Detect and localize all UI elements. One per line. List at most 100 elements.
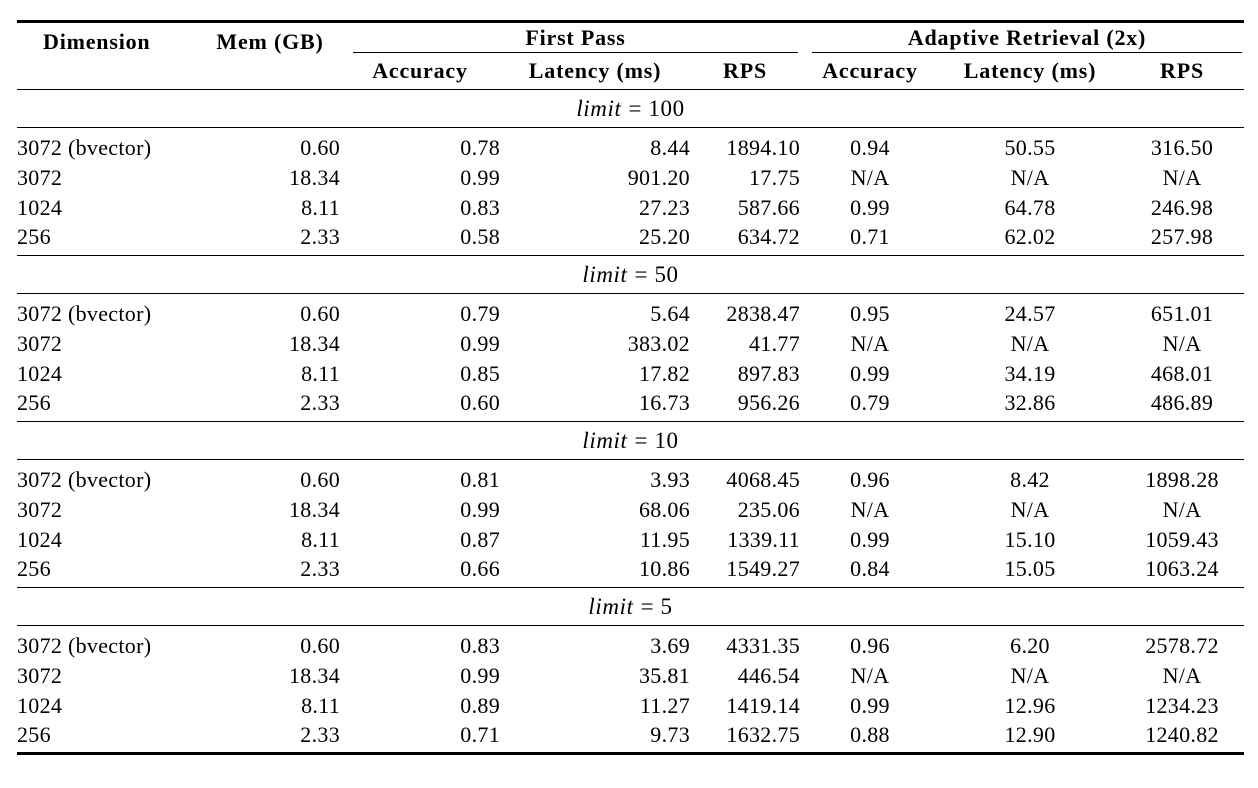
metric-value-cell: N/A xyxy=(850,164,890,190)
table-row: 3072 18.34 0.99 383.02 41.77 N/A N/A N/A xyxy=(17,329,1244,359)
table-row: 3072 (bvector) 0.60 0.78 8.44 1894.10 0.94 50.… xyxy=(17,128,1244,163)
metric-value-cell: 68.06 xyxy=(639,496,690,522)
col-header-ar-latency: Latency (ms) xyxy=(940,52,1120,90)
dimension-cell: 3072 (bvector) xyxy=(17,632,152,658)
metric-value-cell: 18.34 xyxy=(289,662,340,688)
metric-value-cell: 2838.47 xyxy=(726,300,800,326)
dimension-cell: 3072 (bvector) xyxy=(17,134,152,160)
metric-value-cell: 8.44 xyxy=(650,134,690,160)
limit-value: = 50 xyxy=(634,262,679,287)
metric-value-cell: 18.34 xyxy=(289,496,340,522)
metric-value-cell: 0.85 xyxy=(460,360,500,386)
metric-value-cell: N/A xyxy=(850,496,890,522)
metric-value-cell: 0.96 xyxy=(850,466,890,492)
metric-value-cell: 1894.10 xyxy=(726,134,800,160)
metric-value-cell: 1898.28 xyxy=(1145,466,1219,492)
dimension-cell: 1024 xyxy=(17,692,63,718)
metric-value-cell: 0.60 xyxy=(460,390,500,416)
dimension-cell: 3072 (bvector) xyxy=(17,466,152,492)
metric-value-cell: 0.81 xyxy=(460,466,500,492)
metric-value-cell: 0.88 xyxy=(850,721,890,747)
col-header-fp-rps: RPS xyxy=(690,52,800,90)
group-header-adaptive-retrieval: Adaptive Retrieval (2x) xyxy=(800,22,1244,53)
dimension-cell: 256 xyxy=(17,556,51,582)
metric-value-cell: 2.33 xyxy=(300,721,340,747)
metric-value-cell: 0.60 xyxy=(300,632,340,658)
table-row: 256 2.33 0.66 10.86 1549.27 0.84 15.05 1063.24 xyxy=(17,555,1244,588)
section-limit-label: limit = 50 xyxy=(17,255,1245,294)
metric-value-cell: 4331.35 xyxy=(726,632,800,658)
table-row: 1024 8.11 0.85 17.82 897.83 0.99 34.19 468.01 xyxy=(17,359,1244,389)
metric-value-cell: 2.33 xyxy=(300,556,340,582)
table-row: 1024 8.11 0.89 11.27 1419.14 0.99 12.96 1234.23 xyxy=(17,691,1244,721)
metric-value-cell: 50.55 xyxy=(1004,134,1056,160)
metric-value-cell: 0.71 xyxy=(460,721,500,747)
section-limit-100: limit = 100 3072 (bvector) 0.60 0.78 8.44 189… xyxy=(17,89,1245,256)
header-metrics-row: Accuracy Latency (ms) RPS Accuracy Laten… xyxy=(17,52,1245,90)
metric-value-cell: N/A xyxy=(1162,164,1202,190)
metric-value-cell: 11.95 xyxy=(639,526,690,552)
metric-value-cell: 0.83 xyxy=(460,194,500,220)
dimension-cell: 3072 (bvector) xyxy=(17,300,152,326)
metric-value-cell: 15.05 xyxy=(1004,556,1056,582)
group-header-adaptive-retrieval-label: Adaptive Retrieval (2x) xyxy=(812,26,1243,53)
metric-value-cell: 0.87 xyxy=(460,526,500,552)
metric-value-cell: 8.42 xyxy=(1010,466,1050,492)
metric-value-cell: 4068.45 xyxy=(726,466,800,492)
metric-value-cell: 0.99 xyxy=(850,360,890,386)
dimension-cell: 3072 xyxy=(17,330,63,356)
metric-value-cell: 2578.72 xyxy=(1145,632,1219,658)
metric-value-cell: 0.99 xyxy=(460,164,500,190)
metric-value-cell: 10.86 xyxy=(639,556,690,582)
dimension-cell: 1024 xyxy=(17,194,63,220)
metric-value-cell: 316.50 xyxy=(1150,134,1214,160)
section-limit-label: limit = 100 xyxy=(17,89,1245,128)
metric-value-cell: 0.60 xyxy=(300,466,340,492)
section-limit-50: limit = 50 3072 (bvector) 0.60 0.79 5.64 2838… xyxy=(17,255,1245,422)
metric-value-cell: 1240.82 xyxy=(1145,721,1219,747)
col-header-ar-rps: RPS xyxy=(1120,52,1245,90)
metric-value-cell: 257.98 xyxy=(1150,224,1214,250)
metric-value-cell: 0.79 xyxy=(850,390,890,416)
table-row: 3072 (bvector) 0.60 0.83 3.69 4331.35 0.96 6.2… xyxy=(17,626,1244,661)
metric-value-cell: 587.66 xyxy=(737,194,800,220)
metric-value-cell: 468.01 xyxy=(1150,360,1214,386)
metric-value-cell: 0.99 xyxy=(850,692,890,718)
metric-value-cell: 25.20 xyxy=(639,224,690,250)
metric-value-cell: 0.79 xyxy=(460,300,500,326)
metric-value-cell: N/A xyxy=(1010,164,1050,190)
metric-value-cell: N/A xyxy=(850,662,890,688)
metric-value-cell: 8.11 xyxy=(301,194,340,220)
dimension-cell: 3072 xyxy=(17,496,63,522)
metric-value-cell: 2.33 xyxy=(300,390,340,416)
table-header: Dimension Mem (GB) First Pass Adaptive R… xyxy=(17,21,1245,90)
metric-value-cell: 0.71 xyxy=(850,224,890,250)
metric-value-cell: 0.83 xyxy=(460,632,500,658)
metric-value-cell: 8.11 xyxy=(301,692,340,718)
dimension-cell: 3072 xyxy=(17,662,63,688)
limit-variable: limit xyxy=(588,594,634,619)
table-row: 3072 18.34 0.99 68.06 235.06 N/A N/A N/A xyxy=(17,495,1244,525)
metric-value-cell: 246.98 xyxy=(1150,194,1214,220)
dimension-cell: 3072 xyxy=(17,164,63,190)
metric-value-cell: N/A xyxy=(1010,330,1050,356)
metric-value-cell: 9.73 xyxy=(650,721,690,747)
metric-value-cell: 0.96 xyxy=(850,632,890,658)
metric-value-cell: N/A xyxy=(1162,662,1202,688)
dimension-cell: 256 xyxy=(17,721,51,747)
limit-variable: limit xyxy=(582,428,628,453)
metric-value-cell: 0.95 xyxy=(850,300,890,326)
metric-value-cell: 956.26 xyxy=(737,390,800,416)
metric-value-cell: 35.81 xyxy=(639,662,690,688)
metric-value-cell: 0.99 xyxy=(460,496,500,522)
metric-value-cell: 27.23 xyxy=(639,194,690,220)
col-header-mem: Mem (GB) xyxy=(200,21,340,90)
metric-value-cell: 1234.23 xyxy=(1145,692,1219,718)
section-header-row: limit = 50 xyxy=(17,255,1245,294)
metric-value-cell: 3.93 xyxy=(650,466,690,492)
section-limit-label: limit = 5 xyxy=(17,587,1245,626)
dimension-cell: 256 xyxy=(17,390,51,416)
metric-value-cell: 1419.14 xyxy=(726,692,800,718)
metric-value-cell: 1059.43 xyxy=(1145,526,1219,552)
metric-value-cell: 2.33 xyxy=(300,224,340,250)
